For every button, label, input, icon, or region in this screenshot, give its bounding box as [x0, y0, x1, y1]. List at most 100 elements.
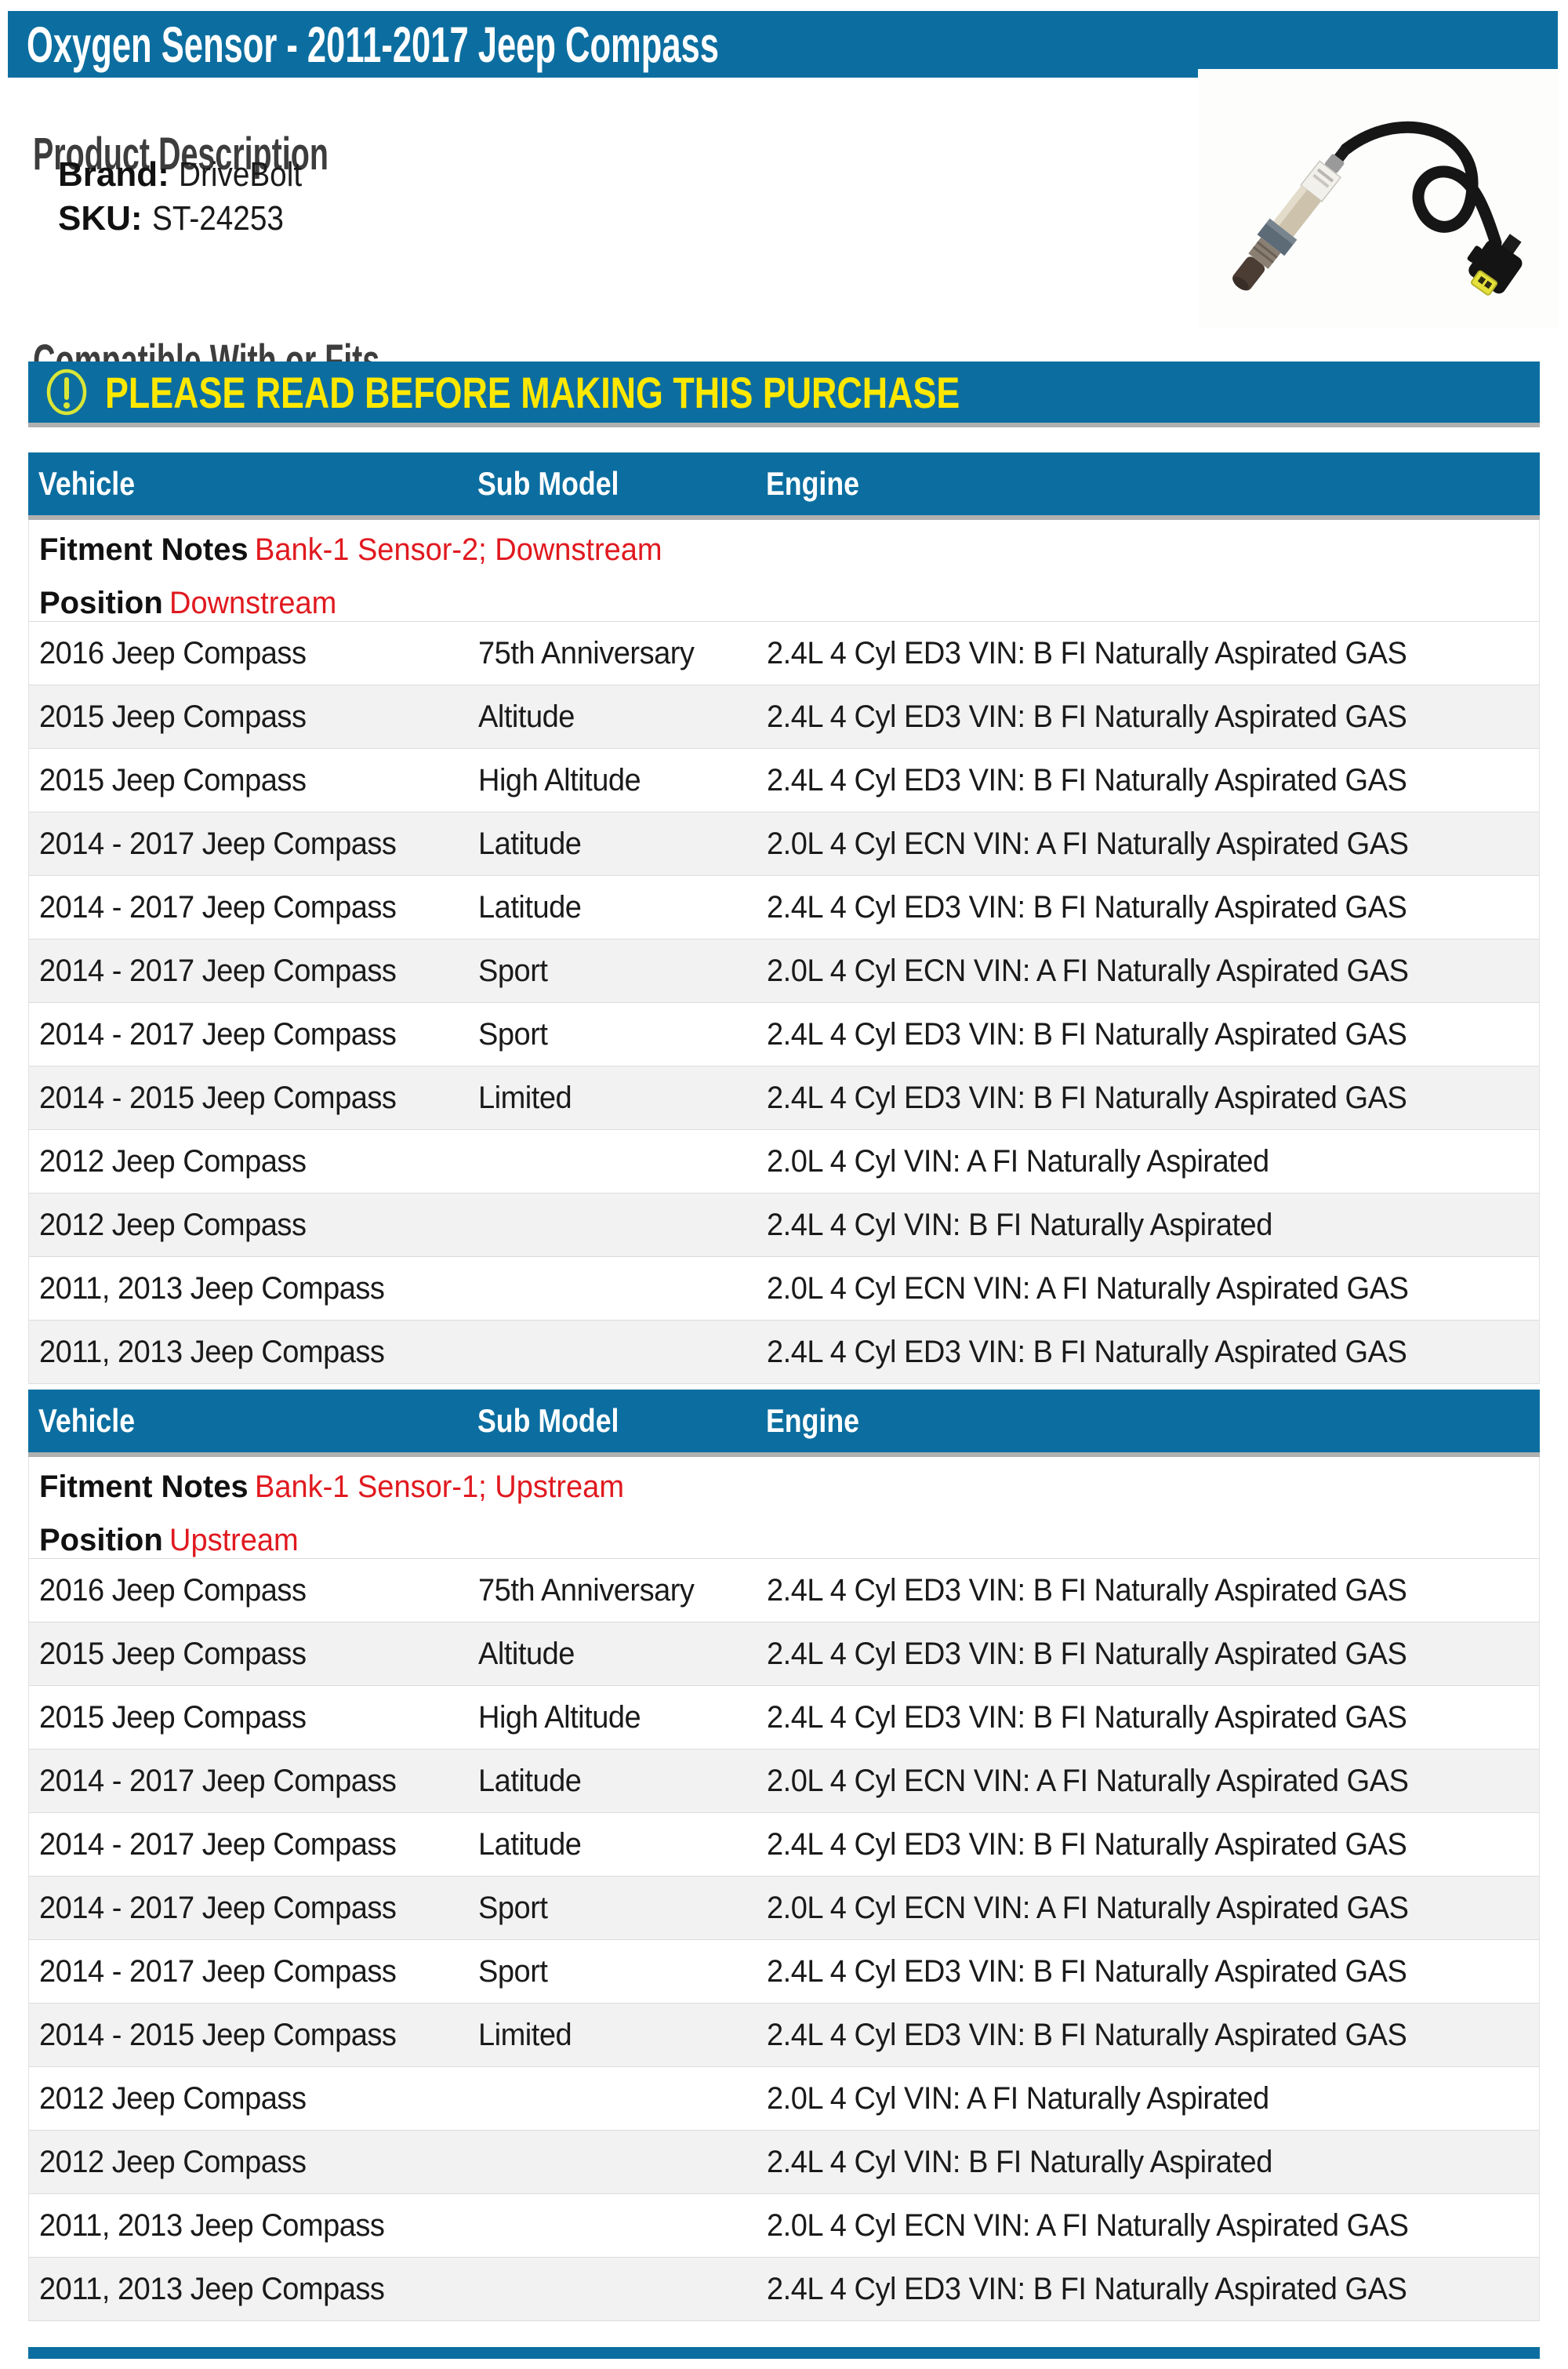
table-row: 2012 Jeep Compass 2.4L 4 Cyl VIN: B FI Na…: [29, 1194, 1539, 1257]
table-row: 2012 Jeep Compass 2.0L 4 Cyl VIN: A FI Na…: [29, 1130, 1539, 1194]
warning-text: PLEASE READ BEFORE MAKING THIS PURCHASE: [105, 367, 960, 417]
cell-vehicle: 2014 - 2017 Jeep Compass: [39, 1890, 397, 1925]
cell-vehicle: 2014 - 2017 Jeep Compass: [39, 1953, 397, 1989]
cell-engine: 2.0L 4 Cyl VIN: A FI Naturally Aspirated: [767, 2080, 1269, 2116]
table-row: 2015 Jeep Compass Altitude 2.4L 4 Cyl ED3 …: [29, 1622, 1539, 1686]
cell-sub-model: Latitude: [478, 889, 582, 925]
cell-sub-model: Altitude: [478, 699, 575, 734]
table-header: Vehicle Sub Model Engine: [28, 1390, 1540, 1457]
exclamation-circle-icon: [46, 369, 87, 416]
column-header-sub-model: Sub Model: [477, 465, 619, 502]
cell-vehicle: 2012 Jeep Compass: [39, 2144, 307, 2179]
product-description-heading: Product Description: [33, 129, 328, 180]
cell-vehicle: 2014 - 2015 Jeep Compass: [39, 1080, 397, 1115]
table-row: 2011, 2013 Jeep Compass 2.4L 4 Cyl ED3 VI…: [29, 1321, 1539, 1384]
cell-sub-model: Altitude: [478, 1636, 575, 1671]
cell-engine: 2.0L 4 Cyl VIN: A FI Naturally Aspirated: [767, 1143, 1269, 1179]
table-body: 2016 Jeep Compass 75th Anniversary 2.4L 4 …: [28, 1559, 1540, 2321]
cell-engine: 2.0L 4 Cyl ECN VIN: A FI Naturally Aspir…: [767, 953, 1409, 988]
cell-vehicle: 2014 - 2017 Jeep Compass: [39, 1763, 397, 1798]
brand-label: Brand:: [58, 155, 169, 194]
cell-sub-model: [468, 1218, 757, 1232]
cell-sub-model: [468, 2155, 757, 2169]
cell-sub-model: [468, 1345, 757, 1359]
cell-sub-model: 75th Anniversary: [478, 1572, 695, 1608]
cell-engine: 2.4L 4 Cyl ED3 VIN: B FI Naturally Aspir…: [767, 889, 1407, 925]
oxygen-sensor-illustration: [1198, 69, 1559, 328]
cell-engine: 2.4L 4 Cyl ED3 VIN: B FI Naturally Aspir…: [767, 2271, 1407, 2306]
warning-banner: PLEASE READ BEFORE MAKING THIS PURCHASE: [28, 362, 1540, 427]
cell-engine: 2.4L 4 Cyl VIN: B FI Naturally Aspirated: [767, 2144, 1272, 2179]
cell-sub-model: High Altitude: [478, 762, 641, 798]
cell-engine: 2.4L 4 Cyl ED3 VIN: B FI Naturally Aspir…: [767, 1636, 1407, 1671]
fitment-notes-label: Fitment Notes: [39, 532, 249, 567]
table-row: 2014 - 2017 Jeep Compass Sport 2.0L 4 Cyl …: [29, 939, 1539, 1003]
table-row: 2014 - 2015 Jeep Compass Limited 2.4L 4 Cy…: [29, 2004, 1539, 2067]
cell-vehicle: 2014 - 2017 Jeep Compass: [39, 1826, 397, 1862]
cell-engine: 2.4L 4 Cyl ED3 VIN: B FI Naturally Aspir…: [767, 1826, 1407, 1862]
cell-vehicle: 2015 Jeep Compass: [39, 699, 307, 734]
table-row: 2014 - 2017 Jeep Compass Sport 2.4L 4 Cyl …: [29, 1003, 1539, 1066]
position-value: Upstream: [169, 1523, 299, 1557]
cell-sub-model: [468, 2282, 757, 2296]
sku-label: SKU:: [58, 199, 143, 238]
sku-value: ST-24253: [151, 199, 284, 238]
cell-vehicle: 2014 - 2017 Jeep Compass: [39, 1016, 397, 1052]
brand-value: DriveBolt: [179, 155, 303, 194]
table-row: 2015 Jeep Compass High Altitude 2.4L 4 Cyl…: [29, 749, 1539, 812]
cell-vehicle: 2012 Jeep Compass: [39, 1143, 307, 1179]
table-row: 2014 - 2017 Jeep Compass Sport 2.4L 4 Cyl …: [29, 1940, 1539, 2004]
cell-sub-model: Sport: [478, 1016, 548, 1052]
cell-sub-model: [468, 1154, 757, 1168]
sensor-connector-icon: [1467, 234, 1523, 296]
fitment-table-downstream: Vehicle Sub Model Engine Fitment Notes Ba…: [28, 452, 1540, 1384]
cell-vehicle: 2016 Jeep Compass: [39, 1572, 307, 1608]
cell-sub-model: Limited: [478, 1080, 572, 1115]
cell-engine: 2.4L 4 Cyl ED3 VIN: B FI Naturally Aspir…: [767, 1953, 1407, 1989]
cell-engine: 2.0L 4 Cyl ECN VIN: A FI Naturally Aspir…: [767, 826, 1409, 861]
cell-vehicle: 2014 - 2017 Jeep Compass: [39, 889, 397, 925]
sensor-cable-icon: [1340, 121, 1502, 249]
cell-engine: 2.0L 4 Cyl ECN VIN: A FI Naturally Aspir…: [767, 1890, 1409, 1925]
position-line: Position Upstream: [39, 1523, 1539, 1557]
cell-sub-model: Limited: [478, 2017, 572, 2052]
fitment-table-upstream: Vehicle Sub Model Engine Fitment Notes Ba…: [28, 1390, 1540, 2321]
brand-line: Brand: DriveBolt: [58, 155, 319, 194]
cell-engine: 2.4L 4 Cyl VIN: B FI Naturally Aspirated: [767, 1207, 1272, 1242]
cell-sub-model: Latitude: [478, 1826, 582, 1862]
fitment-notes-value: Bank-1 Sensor-1; Upstream: [254, 1470, 624, 1504]
position-label: Position: [39, 586, 163, 620]
column-header-engine: Engine: [766, 465, 860, 502]
table-row: 2012 Jeep Compass 2.0L 4 Cyl VIN: A FI Na…: [29, 2067, 1539, 2131]
cell-engine: 2.4L 4 Cyl ED3 VIN: B FI Naturally Aspir…: [767, 699, 1407, 734]
table-body: 2016 Jeep Compass 75th Anniversary 2.4L 4 …: [28, 622, 1540, 1384]
table-row: 2014 - 2017 Jeep Compass Sport 2.0L 4 Cyl …: [29, 1877, 1539, 1940]
cell-engine: 2.4L 4 Cyl ED3 VIN: B FI Naturally Aspir…: [767, 2017, 1407, 2052]
table-row: 2011, 2013 Jeep Compass 2.4L 4 Cyl ED3 VI…: [29, 2258, 1539, 2321]
table-row: 2014 - 2017 Jeep Compass Latitude 2.0L 4 C…: [29, 1749, 1539, 1813]
table-row: 2011, 2013 Jeep Compass 2.0L 4 Cyl ECN VI…: [29, 1257, 1539, 1321]
cell-engine: 2.4L 4 Cyl ED3 VIN: B FI Naturally Aspir…: [767, 1334, 1407, 1369]
position-label: Position: [39, 1523, 163, 1557]
cell-vehicle: 2015 Jeep Compass: [39, 762, 307, 798]
cell-vehicle: 2011, 2013 Jeep Compass: [39, 1270, 385, 1306]
cell-vehicle: 2011, 2013 Jeep Compass: [39, 2271, 385, 2306]
product-image: [1198, 69, 1559, 328]
fitment-notes-line: Fitment Notes Bank-1 Sensor-1; Upstream: [39, 1470, 1539, 1504]
cell-sub-model: High Altitude: [478, 1699, 641, 1735]
position-value: Downstream: [169, 586, 337, 620]
column-header-vehicle: Vehicle: [38, 465, 136, 502]
cell-engine: 2.0L 4 Cyl ECN VIN: A FI Naturally Aspir…: [767, 1763, 1409, 1798]
cell-vehicle: 2012 Jeep Compass: [39, 1207, 307, 1242]
cell-engine: 2.4L 4 Cyl ED3 VIN: B FI Naturally Aspir…: [767, 762, 1407, 798]
cell-sub-model: Sport: [478, 1890, 548, 1925]
sensor-body-icon: [1232, 145, 1351, 291]
table-row: 2014 - 2017 Jeep Compass Latitude 2.0L 4 C…: [29, 812, 1539, 876]
cell-sub-model: Sport: [478, 1953, 548, 1989]
cell-sub-model: 75th Anniversary: [478, 635, 695, 670]
cell-vehicle: 2011, 2013 Jeep Compass: [39, 1334, 385, 1369]
table-row: 2016 Jeep Compass 75th Anniversary 2.4L 4 …: [29, 1559, 1539, 1622]
footer-bar: [28, 2347, 1540, 2359]
cell-engine: 2.4L 4 Cyl ED3 VIN: B FI Naturally Aspir…: [767, 1016, 1407, 1052]
cell-vehicle: 2015 Jeep Compass: [39, 1699, 307, 1735]
